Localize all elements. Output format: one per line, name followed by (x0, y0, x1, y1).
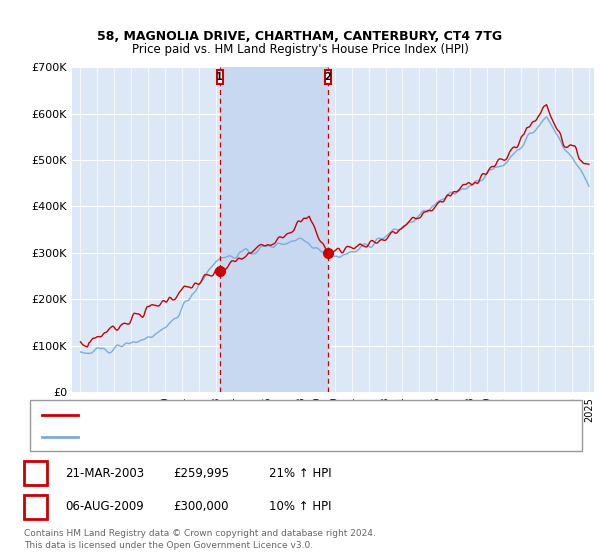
FancyBboxPatch shape (217, 70, 223, 84)
Text: Price paid vs. HM Land Registry's House Price Index (HPI): Price paid vs. HM Land Registry's House … (131, 43, 469, 56)
Text: 06-AUG-2009: 06-AUG-2009 (65, 500, 143, 514)
Text: 1: 1 (31, 466, 40, 480)
Text: 21% ↑ HPI: 21% ↑ HPI (269, 466, 331, 480)
Text: 1: 1 (217, 72, 223, 82)
FancyBboxPatch shape (325, 70, 331, 84)
Text: £300,000: £300,000 (173, 500, 228, 514)
Text: 2: 2 (325, 72, 331, 82)
Text: 2: 2 (31, 500, 40, 514)
Text: 10% ↑ HPI: 10% ↑ HPI (269, 500, 331, 514)
Text: 58, MAGNOLIA DRIVE, CHARTHAM, CANTERBURY, CT4 7TG: 58, MAGNOLIA DRIVE, CHARTHAM, CANTERBURY… (97, 30, 503, 43)
Bar (220, 67, 328, 392)
Text: 58, MAGNOLIA DRIVE, CHARTHAM, CANTERBURY, CT4 7TG (detached house): 58, MAGNOLIA DRIVE, CHARTHAM, CANTERBURY… (84, 409, 482, 419)
Text: HPI: Average price, detached house, Canterbury: HPI: Average price, detached house, Cant… (84, 432, 336, 442)
Text: Contains HM Land Registry data © Crown copyright and database right 2024.: Contains HM Land Registry data © Crown c… (24, 530, 376, 539)
Text: £259,995: £259,995 (173, 466, 229, 480)
Text: 21-MAR-2003: 21-MAR-2003 (65, 466, 144, 480)
Text: This data is licensed under the Open Government Licence v3.0.: This data is licensed under the Open Gov… (24, 541, 313, 550)
